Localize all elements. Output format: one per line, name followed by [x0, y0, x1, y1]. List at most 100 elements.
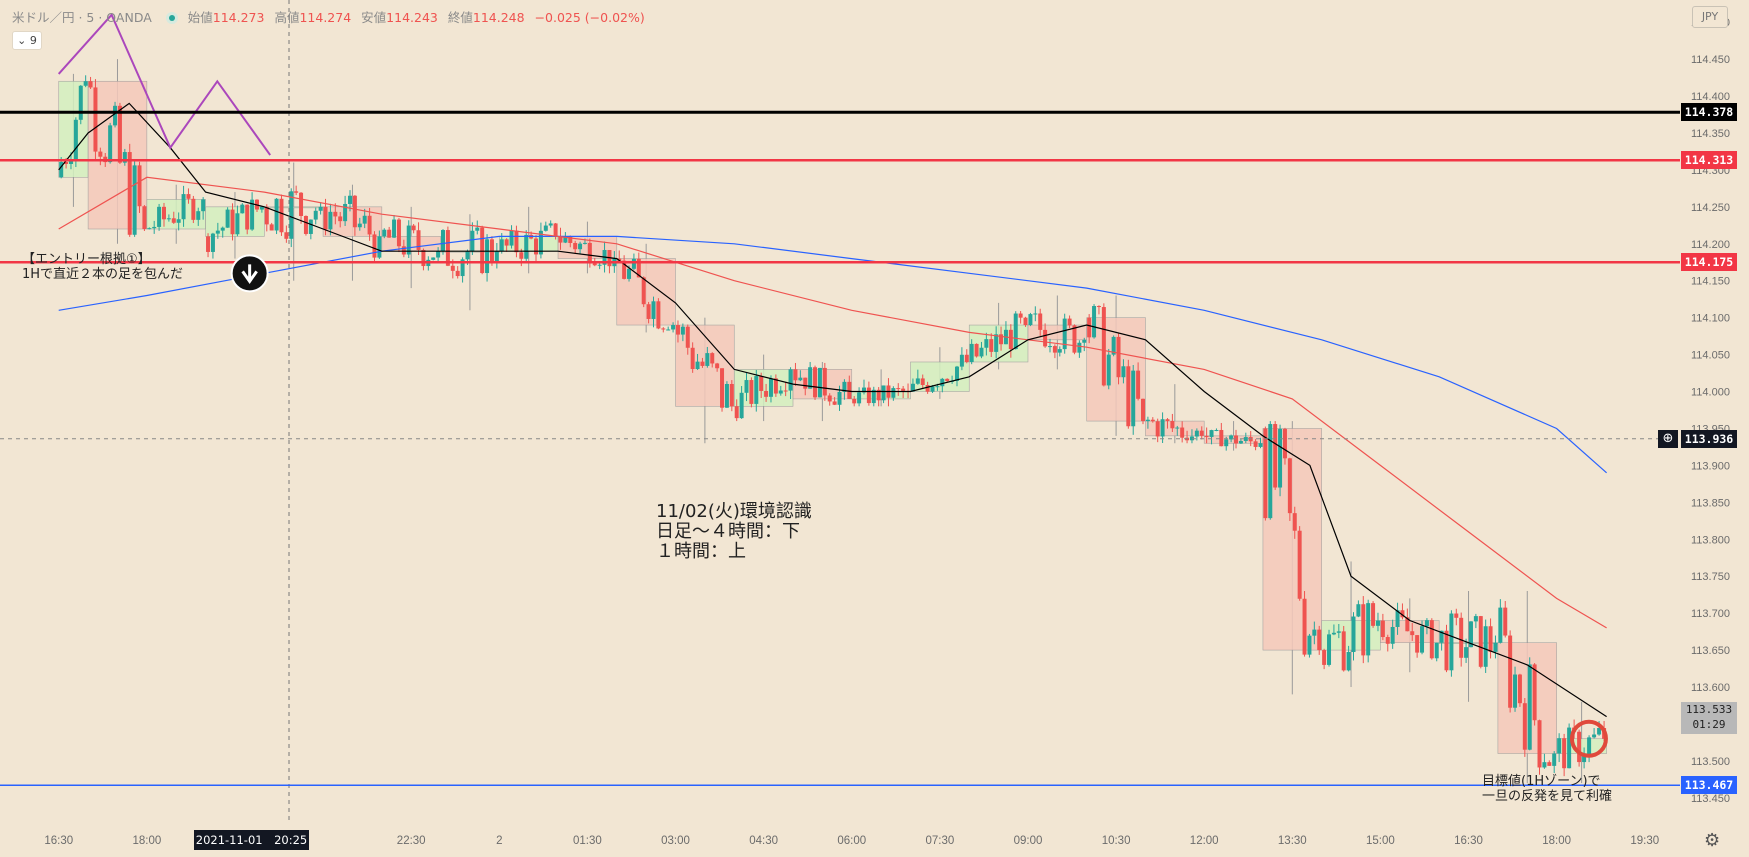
hourly-box — [1497, 642, 1557, 754]
low-value: 114.243 — [386, 10, 438, 25]
candle-body — [1121, 366, 1126, 378]
candle-body — [729, 384, 734, 407]
candle-body — [1567, 727, 1572, 769]
candle-body — [1322, 650, 1327, 665]
candle-body — [441, 230, 446, 252]
candle-body — [475, 227, 480, 231]
candle-body — [1498, 607, 1503, 643]
candle-body — [1062, 318, 1067, 350]
candle-body — [842, 381, 847, 392]
candle-body — [1189, 436, 1194, 441]
candle-body — [1468, 621, 1473, 648]
candle-body — [250, 199, 255, 230]
candle-body — [1356, 604, 1361, 617]
candle-body — [994, 334, 999, 352]
indicator-count: 9 — [29, 34, 37, 47]
candle-body — [152, 226, 157, 229]
y-tick-label: 114.100 — [1691, 313, 1730, 325]
candle-body — [641, 277, 646, 305]
candle-body — [328, 211, 333, 230]
candle-body — [1136, 370, 1141, 399]
candle-body — [959, 354, 964, 367]
candle-body — [1204, 435, 1209, 437]
gear-icon[interactable]: ⚙ — [1704, 830, 1721, 851]
candle-body — [455, 270, 460, 277]
exit-marker — [1569, 719, 1608, 758]
market-status-icon — [165, 12, 178, 24]
candle-body — [1092, 306, 1097, 338]
candle-body — [896, 388, 901, 390]
crosshair-price-tag: 113.936 — [1681, 429, 1737, 448]
candle-body — [313, 210, 318, 220]
candle-body — [1503, 607, 1508, 636]
hourly-box — [1262, 428, 1322, 651]
candle-body — [201, 199, 206, 212]
indicator-toggle-button[interactable]: ⌄ 9 — [12, 31, 42, 50]
candle-body — [333, 211, 338, 217]
candle-body — [587, 242, 592, 264]
candle-body — [685, 326, 690, 348]
x-tick-label: 04:30 — [749, 835, 778, 847]
candle-body — [338, 216, 343, 222]
candle-body — [661, 328, 666, 330]
close-label: 終値 — [447, 10, 473, 25]
arrow-down-icon — [241, 264, 258, 284]
hourly-box — [381, 236, 441, 252]
candle-body — [1052, 346, 1057, 353]
candle-body — [1170, 421, 1175, 429]
candle-body — [127, 152, 132, 235]
candle-body — [230, 209, 235, 235]
candle-body — [1488, 626, 1493, 652]
analysis-annotation-line2: 日足～４時間：下 — [656, 521, 800, 542]
candle-body — [999, 334, 1004, 345]
candle-body — [548, 223, 553, 226]
candle-body — [534, 238, 539, 255]
hourly-box — [968, 324, 1029, 363]
candle-body — [744, 380, 749, 393]
x-tick-label: 18:00 — [1542, 835, 1571, 847]
candle-body — [832, 401, 837, 405]
target-annotation[interactable]: 目標値(1Hゾーン)で 一旦の反発を見て利確 — [1482, 774, 1612, 804]
candle-body — [1434, 642, 1439, 659]
candle-body — [450, 265, 455, 271]
entry-annotation-line2: 1Hで直近２本の足を包んだ — [22, 267, 184, 282]
candle-body — [161, 206, 166, 220]
y-tick-label: 113.700 — [1691, 608, 1730, 620]
candle-body — [1517, 674, 1522, 704]
add-alert-icon[interactable]: ⊕ — [1658, 429, 1678, 448]
entry-annotation[interactable]: 【エントリー根拠①】 1Hで直近２本の足を包んだ — [22, 252, 183, 282]
hourly-box — [616, 258, 676, 326]
candle-body — [827, 395, 832, 402]
candle-body — [651, 301, 656, 319]
candle-body — [1327, 634, 1332, 665]
candle-body — [1165, 419, 1170, 422]
candle-body — [945, 378, 950, 382]
candle-body — [1597, 728, 1602, 735]
candle-body — [308, 219, 313, 234]
candle-body — [1390, 626, 1395, 644]
candle-body — [837, 391, 842, 405]
candle-body — [754, 376, 759, 404]
candle-body — [122, 152, 127, 163]
crosshair-time-label: 2021-11-01 20:25 — [194, 830, 309, 850]
symbol-label[interactable]: 米ドル／円 · 5 · OANDA — [12, 10, 152, 25]
candle-body — [935, 386, 940, 388]
x-tick-label: 07:30 — [925, 835, 954, 847]
candle-body — [1214, 429, 1219, 431]
candle-body — [710, 353, 715, 364]
candle-body — [1106, 354, 1111, 386]
candle-body — [1400, 610, 1405, 618]
analysis-annotation[interactable]: 11/02(火)環境認識 日足～４時間：下 １時間：上 — [656, 502, 812, 562]
candle-body — [1033, 313, 1038, 315]
analysis-annotation-line1: 11/02(火)環境認識 — [656, 501, 812, 522]
candle-body — [1317, 629, 1322, 651]
candle-body — [813, 367, 818, 398]
symbol-header: 米ドル／円 · 5 · OANDA 始値114.273 高値114.274 安値… — [12, 7, 651, 26]
candle-body — [421, 249, 426, 267]
currency-button[interactable]: JPY — [1692, 6, 1728, 28]
candle-body — [759, 376, 764, 391]
candle-body — [245, 204, 250, 230]
candle-body — [88, 81, 93, 88]
